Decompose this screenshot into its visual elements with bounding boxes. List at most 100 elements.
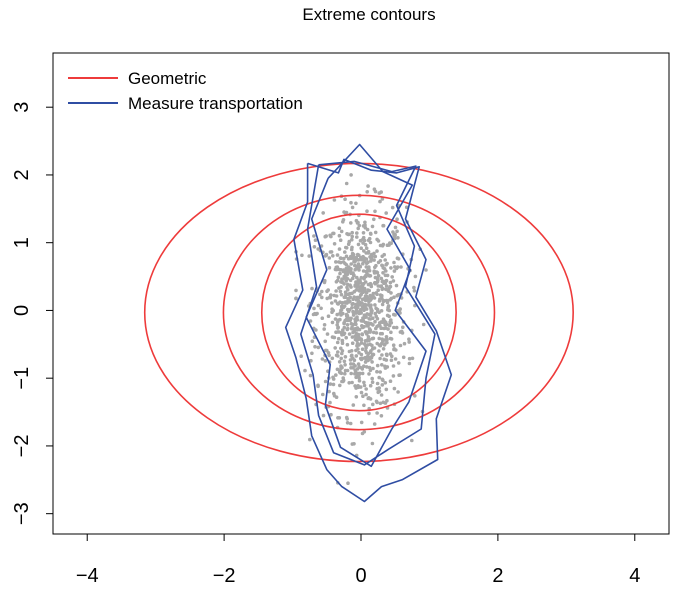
scatter-point (350, 341, 355, 346)
scatter-point (312, 245, 317, 249)
scatter-point (412, 285, 416, 290)
scatter-point (354, 288, 359, 292)
scatter-point (330, 320, 335, 325)
scatter-point (332, 391, 336, 396)
scatter-point (360, 371, 365, 376)
scatter-point (383, 401, 388, 405)
scatter-point (363, 360, 368, 364)
scatter-point (358, 293, 363, 297)
scatter-point (344, 263, 349, 267)
scatter-point (395, 217, 399, 221)
scatter-point (361, 282, 366, 286)
scatter-point (328, 250, 333, 254)
scatter-point (349, 371, 354, 376)
scatter-point (294, 296, 298, 301)
scatter-point (377, 336, 382, 341)
scatter-point (373, 265, 377, 270)
scatter-point (387, 323, 392, 328)
scatter-point (370, 254, 374, 259)
scatter-point (380, 286, 385, 291)
scatter-point (364, 274, 368, 279)
scatter-point (364, 246, 369, 250)
x-tick-label: 2 (492, 565, 503, 587)
scatter-point (364, 344, 368, 348)
scatter-point (393, 357, 398, 361)
scatter-point (375, 381, 380, 386)
scatter-point (357, 365, 361, 369)
geometric-contour-2 (222, 194, 496, 431)
scatter-point (343, 371, 347, 376)
scatter-point (346, 242, 351, 246)
scatter-point (378, 259, 383, 263)
scatter-point (377, 321, 382, 325)
scatter-point (325, 296, 330, 301)
scatter-point (345, 313, 350, 318)
scatter-point (357, 373, 361, 378)
scatter-point (393, 225, 398, 230)
scatter-point (371, 291, 376, 296)
scatter-point (385, 288, 390, 292)
scatter-point (360, 347, 365, 352)
scatter-point (365, 209, 369, 213)
scatter-point (389, 291, 393, 295)
scatter-point (339, 292, 344, 297)
scatter-point (363, 220, 367, 225)
scatter-point (353, 263, 357, 268)
scatter-point (395, 229, 399, 234)
scatter-point (379, 393, 384, 397)
scatter-point (350, 306, 354, 310)
scatter-point (370, 376, 375, 381)
scatter-point (381, 271, 385, 275)
scatter-point (325, 332, 330, 336)
scatter-point (391, 374, 396, 378)
scatter-point (384, 211, 389, 215)
legend-label-geometric: Geometric (128, 69, 207, 88)
scatter-point (384, 326, 388, 330)
scatter-point (316, 383, 320, 388)
scatter-point (340, 365, 344, 370)
scatter-point (372, 217, 376, 222)
y-tick-label: −2 (11, 435, 33, 458)
scatter-point (329, 234, 333, 239)
scatter-point (392, 386, 397, 391)
scatter-point (375, 411, 379, 415)
scatter-point (343, 197, 347, 201)
scatter-point (359, 352, 364, 357)
scatter-point (323, 339, 328, 344)
scatter-point (330, 356, 335, 361)
scatter-point (330, 301, 334, 305)
scatter-point (341, 220, 345, 224)
scatter-point (312, 306, 316, 311)
scatter-point (374, 291, 379, 295)
scatter-point (385, 340, 389, 345)
scatter-point (396, 361, 401, 365)
scatter-point (294, 288, 298, 293)
scatter-point (333, 299, 338, 303)
scatter-point (321, 413, 326, 418)
scatter-point (363, 302, 367, 307)
scatter-point (354, 201, 358, 206)
scatter-point (318, 292, 322, 297)
scatter-point (380, 197, 385, 201)
scatter-point (368, 350, 373, 355)
scatter-point (398, 311, 402, 315)
scatter-point (310, 339, 315, 344)
scatter-point (352, 273, 356, 278)
scatter-point (326, 314, 331, 319)
scatter-point (379, 190, 384, 194)
scatter-point (382, 252, 387, 257)
scatter-point (362, 403, 366, 408)
scatter-point (336, 326, 340, 330)
scatter-point (376, 278, 380, 283)
scatter-point (384, 387, 389, 392)
scatter-point (308, 319, 313, 323)
scatter-point (369, 232, 373, 236)
scatter-point (354, 370, 358, 375)
scatter-point (343, 355, 348, 359)
scatter-point (334, 260, 338, 264)
scatter-point (375, 400, 379, 405)
scatter-point (410, 356, 415, 361)
scatter-point (388, 241, 392, 245)
scatter-point (375, 341, 380, 346)
scatter-point (393, 313, 397, 317)
